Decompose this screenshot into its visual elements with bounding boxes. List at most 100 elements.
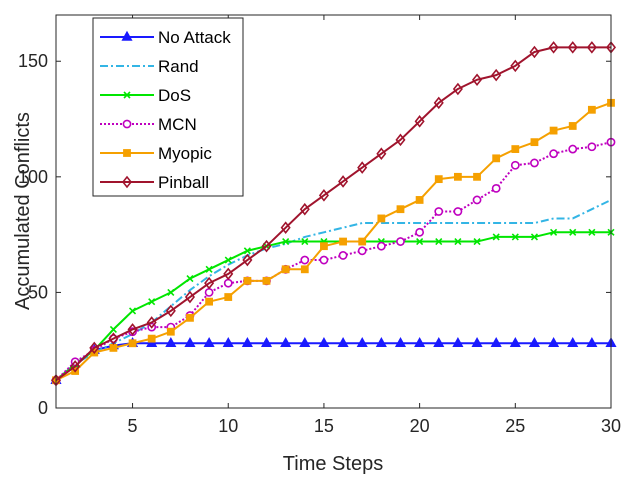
point-pinball	[261, 239, 272, 253]
point-pinball	[223, 267, 234, 281]
point-no-attack	[471, 337, 483, 347]
y-tick-label: 50	[28, 282, 48, 302]
point-dos	[435, 237, 443, 246]
point-dos	[588, 228, 596, 236]
point-no-attack	[567, 337, 579, 347]
point-myopic	[434, 175, 443, 184]
point-mcn	[319, 255, 329, 265]
point-myopic	[492, 154, 501, 163]
point-dos	[186, 274, 194, 283]
point-no-attack	[184, 337, 196, 347]
legend-item-dos: DoS	[100, 86, 191, 105]
point-myopic	[147, 334, 156, 343]
point-myopic	[262, 276, 271, 285]
legend-item-rand: Rand	[100, 57, 199, 76]
x-axis-label: Time Steps	[283, 453, 383, 475]
legend-label: DoS	[158, 86, 191, 105]
point-no-attack	[433, 337, 445, 347]
point-dos	[224, 256, 232, 264]
point-pinball	[376, 147, 387, 160]
legend-marker	[121, 30, 133, 41]
point-pinball	[567, 41, 578, 54]
point-mcn	[510, 160, 520, 170]
point-myopic	[109, 343, 118, 352]
legend-item-no-attack: No Attack	[100, 28, 231, 47]
point-no-attack	[490, 337, 502, 347]
point-pinball	[433, 96, 444, 110]
x-tick-label: 5	[128, 416, 138, 436]
y-axis-label: Accumulated Conflicts	[12, 112, 34, 310]
legend-box	[92, 17, 244, 197]
legend-marker	[123, 149, 131, 157]
point-myopic	[377, 214, 386, 223]
point-pinball	[586, 41, 597, 54]
point-pinball	[108, 332, 119, 345]
point-pinball	[165, 304, 176, 318]
legend-marker	[123, 91, 131, 99]
point-myopic	[128, 339, 137, 348]
point-pinball	[414, 115, 425, 128]
x-tick-label: 25	[505, 416, 525, 436]
point-pinball	[491, 68, 502, 82]
y-tick-label: 100	[18, 167, 48, 187]
point-dos	[473, 237, 481, 246]
point-no-attack	[318, 337, 330, 347]
point-myopic	[166, 327, 175, 336]
series-pinball	[50, 41, 617, 387]
point-dos	[205, 265, 213, 273]
point-dos	[282, 237, 290, 246]
legend-label: No Attack	[158, 28, 231, 47]
point-myopic	[453, 172, 462, 181]
point-mcn	[549, 149, 558, 159]
point-mcn	[223, 278, 233, 288]
point-myopic	[587, 105, 596, 114]
point-dos	[530, 233, 539, 241]
point-pinball	[395, 133, 406, 147]
point-no-attack	[414, 337, 426, 347]
point-myopic	[415, 196, 424, 204]
point-myopic	[281, 265, 290, 274]
point-myopic	[224, 293, 233, 301]
point-pinball	[70, 360, 81, 373]
point-myopic	[530, 138, 539, 147]
point-mcn	[338, 251, 348, 260]
legend-item-myopic: Myopic	[100, 144, 212, 163]
point-myopic	[186, 313, 194, 322]
point-pinball	[89, 341, 100, 355]
point-mcn	[415, 227, 425, 237]
point-pinball	[280, 221, 291, 234]
point-pinball	[452, 82, 463, 96]
point-pinball	[299, 202, 310, 216]
point-pinball	[242, 253, 253, 267]
point-pinball	[529, 45, 540, 59]
legend-item-pinball: Pinball	[100, 173, 209, 192]
point-pinball	[510, 59, 521, 73]
legend: No Attack Rand DoS MCN Myopic Pinball	[92, 17, 244, 197]
point-myopic	[205, 297, 214, 306]
point-pinball	[338, 175, 349, 188]
point-no-attack	[222, 337, 234, 347]
y-tick-label: 150	[18, 51, 48, 71]
point-mcn	[472, 195, 482, 205]
point-mcn	[204, 288, 214, 297]
point-mcn	[568, 144, 578, 154]
point-dos	[492, 233, 500, 241]
point-no-attack	[260, 337, 273, 347]
point-myopic	[358, 237, 367, 246]
point-dos	[243, 247, 251, 255]
y-tick-label: 0	[38, 398, 48, 418]
point-no-attack	[394, 337, 407, 347]
legend-label: Rand	[158, 57, 199, 76]
point-dos	[511, 233, 519, 241]
point-myopic	[396, 205, 405, 214]
legend-label: Myopic	[158, 144, 212, 163]
point-mcn	[453, 207, 463, 216]
point-myopic	[243, 276, 252, 285]
point-no-attack	[528, 337, 541, 347]
point-no-attack	[356, 337, 368, 347]
point-dos	[454, 237, 462, 246]
point-pinball	[472, 73, 483, 87]
point-mcn	[587, 142, 597, 152]
point-mcn	[357, 246, 367, 256]
